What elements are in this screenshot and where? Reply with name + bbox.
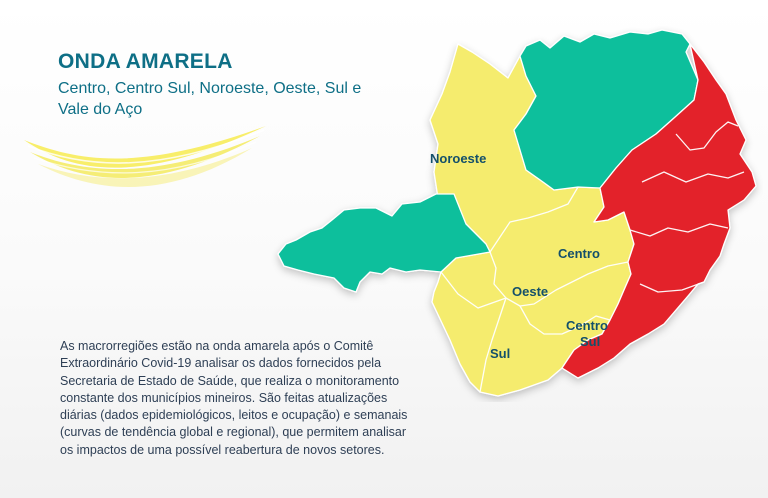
label-centro-sul-line1: Centro bbox=[566, 318, 608, 333]
label-centro-sul-line2: Sul bbox=[580, 334, 600, 349]
label-centro: Centro bbox=[558, 246, 600, 261]
page-subtitle: Centro, Centro Sul, Noroeste, Oeste, Sul… bbox=[58, 80, 362, 118]
body-paragraph: As macrorregiões estão na onda amarela a… bbox=[60, 339, 408, 457]
region-leste bbox=[561, 43, 757, 379]
page-title: ONDA AMARELA bbox=[58, 50, 233, 73]
label-oeste: Oeste bbox=[512, 284, 548, 299]
minas-gerais-map: Noroeste Centro Oeste Centro Sul Sul bbox=[277, 29, 757, 397]
label-sul: Sul bbox=[490, 346, 510, 361]
region-triangulo bbox=[277, 193, 491, 293]
label-noroeste: Noroeste bbox=[430, 151, 486, 166]
decorative-swoosh bbox=[24, 126, 266, 187]
